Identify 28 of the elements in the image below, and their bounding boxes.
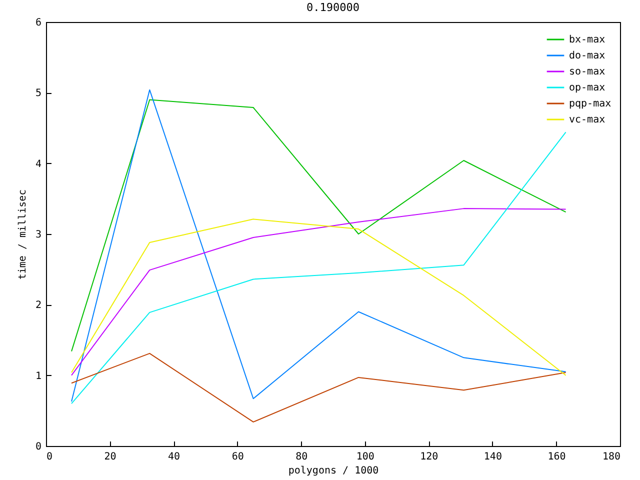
y-tick-label: 1 xyxy=(35,370,42,382)
chart-title: 0.190000 xyxy=(306,1,360,14)
y-axis-title: time / millisec xyxy=(17,189,28,280)
x-tick-label: 0 xyxy=(46,452,53,462)
y-tick-label: 0 xyxy=(35,442,42,452)
legend-label: op-max xyxy=(569,82,606,94)
y-tick-label: 6 xyxy=(35,18,42,28)
y-tick-label: 2 xyxy=(35,300,42,312)
x-tick-label: 40 xyxy=(168,452,180,462)
legend-label: vc-max xyxy=(569,114,606,126)
x-tick-label: 20 xyxy=(104,452,116,462)
x-tick-label: 180 xyxy=(602,452,620,462)
legend-label: pqp-max xyxy=(569,98,612,110)
line-series xyxy=(71,352,566,422)
x-tick-label: 60 xyxy=(232,452,244,462)
y-tick-label: 3 xyxy=(35,230,42,240)
x-tick-label: 80 xyxy=(296,452,308,462)
y-tick-label: 5 xyxy=(35,88,42,100)
line-series xyxy=(71,99,566,352)
x-tick-label: 100 xyxy=(356,452,374,462)
x-tick-label: 160 xyxy=(548,452,566,462)
legend-label: bx-max xyxy=(569,34,606,46)
legend-label: do-max xyxy=(569,50,606,62)
legend-label: so-max xyxy=(569,66,606,78)
y-tick-label: 4 xyxy=(35,158,42,170)
x-tick-label: 140 xyxy=(484,452,502,462)
x-tick-label: 120 xyxy=(420,452,438,462)
x-axis-title: polygons / 1000 xyxy=(288,466,379,476)
